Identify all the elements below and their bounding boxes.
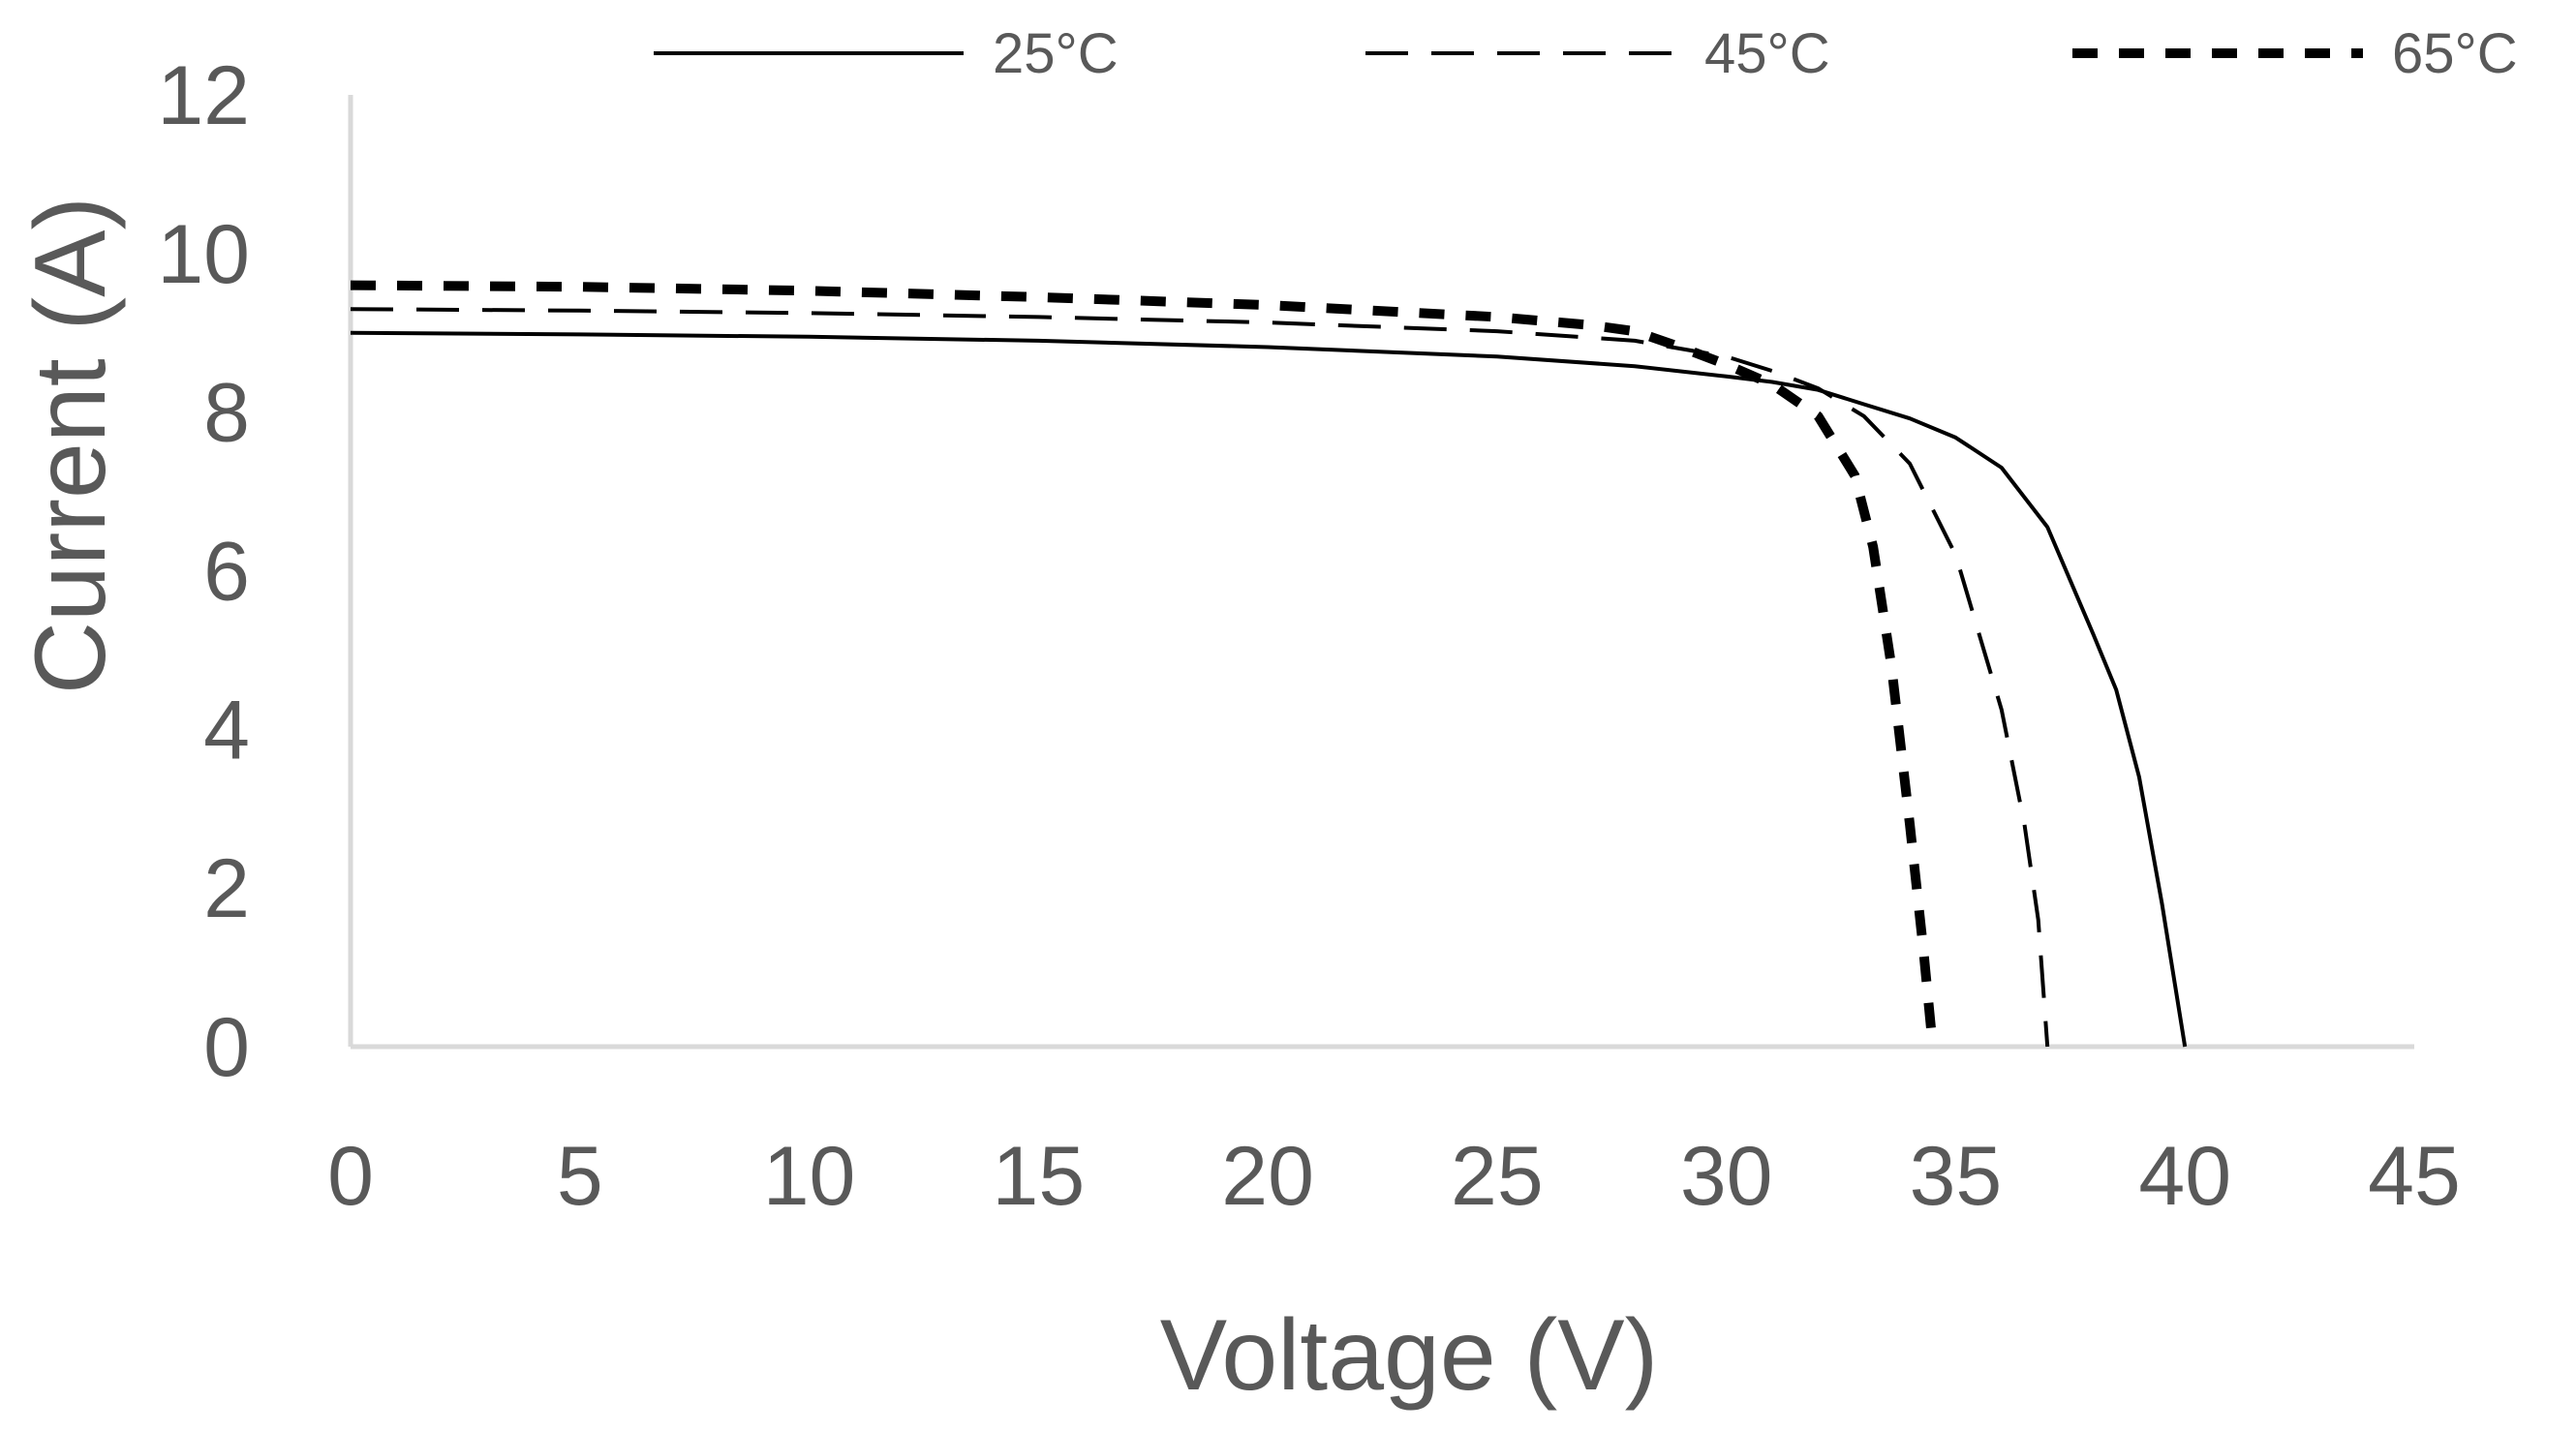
x-tick-label: 10 (763, 1130, 856, 1223)
y-tick-label: 4 (203, 684, 250, 777)
legend-label-2: 65°C (2392, 22, 2518, 85)
series-line-0 (350, 330, 2188, 1048)
plot-area (348, 95, 2414, 1050)
x-tick-label: 25 (1451, 1130, 1544, 1223)
x-tick-label: 40 (2138, 1130, 2231, 1223)
y-axis-title: Current (A) (15, 197, 127, 694)
y-tick-label: 0 (203, 1001, 250, 1094)
x-tick-label: 45 (2368, 1130, 2461, 1223)
x-tick-label: 5 (557, 1130, 603, 1223)
x-tick-label: 30 (1680, 1130, 1773, 1223)
y-tick-label: 12 (157, 49, 250, 142)
series-line-2 (350, 280, 1938, 1048)
x-tick-label: 35 (1910, 1130, 2003, 1223)
legend-label-1: 45°C (1704, 22, 1830, 85)
legend-entry: 65°C (2072, 22, 2518, 85)
legend-label-0: 25°C (993, 22, 1119, 85)
x-tick-labels: 0 5 10 15 20 25 30 35 40 45 (327, 1130, 2461, 1223)
x-tick-label: 20 (1221, 1130, 1314, 1223)
x-tick-label: 15 (992, 1130, 1085, 1223)
y-tick-label: 2 (203, 842, 250, 935)
legend-entry: 45°C (1365, 22, 1830, 85)
y-tick-label: 10 (157, 208, 250, 301)
series-line-1 (350, 307, 2050, 1048)
legend: 25°C 45°C 65°C (654, 22, 2518, 85)
x-tick-label: 0 (327, 1130, 374, 1223)
y-tick-label: 6 (203, 526, 250, 619)
y-tick-label: 8 (203, 367, 250, 460)
y-tick-labels: 0 2 4 6 8 10 12 (157, 49, 250, 1094)
series-layer (350, 280, 2188, 1048)
legend-entry: 25°C (654, 22, 1119, 85)
x-axis-title: Voltage (V) (1160, 1299, 1659, 1412)
